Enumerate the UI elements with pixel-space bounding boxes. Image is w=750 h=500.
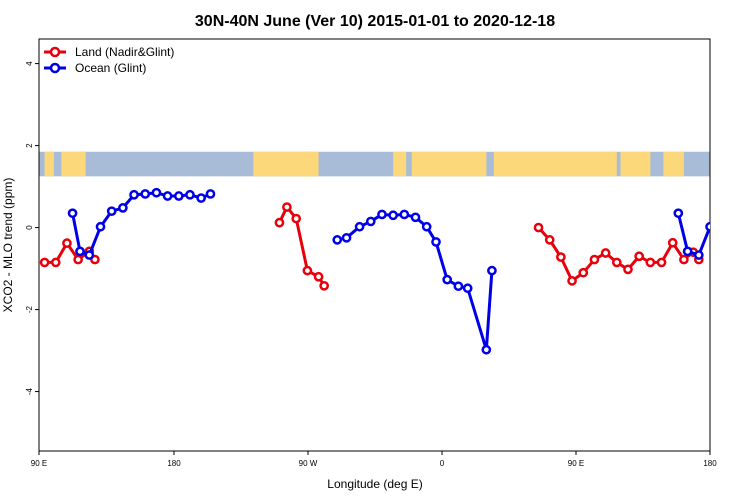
ocean-data-point [431, 237, 441, 247]
y-tick-label: 2 [25, 143, 34, 148]
ocean-data-point [354, 221, 365, 232]
x-tick-label: 90 E [568, 459, 584, 468]
map-land [663, 151, 684, 177]
ocean-data-point [196, 193, 207, 203]
ocean-data-point [151, 187, 162, 198]
ocean-data-point [341, 232, 352, 243]
land-data-point [313, 271, 324, 282]
ocean-series-line [676, 212, 710, 257]
x-tick-label: 180 [703, 459, 717, 468]
ocean-data-point [185, 189, 195, 200]
land-data-point [589, 254, 600, 265]
map-land [493, 151, 617, 177]
ocean-data-point [481, 344, 492, 355]
ocean-data-point [442, 274, 453, 285]
land-data-point [50, 257, 61, 268]
world-map-band [39, 151, 710, 177]
ocean-data-point [332, 235, 343, 245]
land-data-point [274, 217, 285, 228]
ocean-data-point [377, 209, 387, 220]
ocean-data-point [84, 250, 95, 260]
y-axis: -4 -2 0 2 4 [25, 61, 39, 395]
map-land [303, 151, 319, 177]
land-data-point [291, 213, 302, 224]
legend-land-label: Land (Nadir&Glint) [75, 45, 174, 59]
land-data-point [544, 235, 555, 245]
ocean-data-point [173, 191, 184, 201]
land-data-point [667, 237, 678, 248]
ocean-data-point [95, 221, 106, 232]
x-tick-label: 180 [167, 459, 181, 468]
land-data-point [556, 252, 566, 262]
ocean-data-point [462, 283, 473, 294]
ocean-data-point [106, 206, 117, 217]
ocean-data-point [744, 191, 750, 198]
land-data-point [39, 257, 50, 268]
land-data-point [600, 248, 611, 258]
ocean-data-point [673, 208, 684, 219]
ocean-series-line [336, 212, 494, 352]
land-data-point [623, 264, 633, 275]
land-data-point [611, 257, 622, 268]
series-layer [39, 187, 750, 355]
ocean-data-point [693, 250, 704, 260]
land-data-point [679, 254, 689, 265]
land-data-point [282, 202, 292, 212]
x-tick-label: 90 E [31, 459, 47, 468]
ocean-data-point [729, 204, 736, 211]
land-data-point [656, 257, 667, 268]
legend-ocean-marker [49, 62, 61, 74]
ocean-data-point [705, 221, 710, 232]
land-data-point [62, 238, 72, 249]
ocean-data-point [487, 265, 497, 276]
land-data-point [634, 251, 645, 262]
map-land [61, 151, 86, 177]
ocean-data-point [410, 212, 421, 223]
land-series-line [537, 226, 701, 283]
map-land [393, 151, 407, 177]
legend-ocean-label: Ocean (Glint) [75, 61, 146, 75]
ocean-data-point [399, 209, 410, 220]
ocean-data-point [718, 208, 725, 215]
ocean-data-point [682, 246, 693, 257]
y-tick-label: 4 [25, 61, 34, 66]
ocean-data-point [118, 203, 128, 213]
land-data-point [645, 257, 656, 268]
y-tick-label: -2 [25, 305, 34, 313]
x-axis-label: Longitude (deg E) [327, 477, 422, 491]
plot-frame [38, 38, 711, 452]
ocean-data-point [162, 191, 173, 201]
y-axis-label: XCO2 - MLO trend (ppm) [1, 178, 15, 313]
land-data-point [567, 276, 577, 286]
land-data-point [302, 265, 313, 276]
ocean-data-point [421, 221, 432, 232]
map-land [253, 151, 310, 177]
x-tick-label: 0 [440, 459, 445, 468]
ocean-data-point [129, 189, 139, 200]
ocean-data-point [67, 208, 78, 219]
land-data-point [578, 267, 589, 278]
chart-title: 30N-40N June (Ver 10) 2015-01-01 to 2020… [195, 13, 555, 30]
x-axis: 90 E 180 90 W 0 90 E 180 [31, 451, 717, 468]
y-tick-label: -4 [25, 387, 34, 395]
land-data-point [319, 280, 330, 291]
land-data-point [533, 222, 544, 233]
legend: Land (Nadir&Glint) Ocean (Glint) [44, 45, 174, 75]
ocean-data-point [388, 210, 398, 221]
y-tick-label: 0 [25, 225, 34, 230]
land-data-point [73, 254, 83, 265]
ocean-data-point [365, 216, 376, 227]
map-land [411, 151, 487, 177]
ocean-series-line [71, 191, 212, 257]
ocean-data-point [75, 246, 85, 257]
map-land [44, 151, 54, 177]
ocean-data-point [140, 189, 151, 199]
map-land [620, 151, 651, 177]
ocean-data-point [453, 281, 464, 292]
ocean-data-point [205, 189, 216, 199]
x-tick-label: 90 W [299, 459, 318, 468]
legend-land-marker [49, 46, 61, 58]
